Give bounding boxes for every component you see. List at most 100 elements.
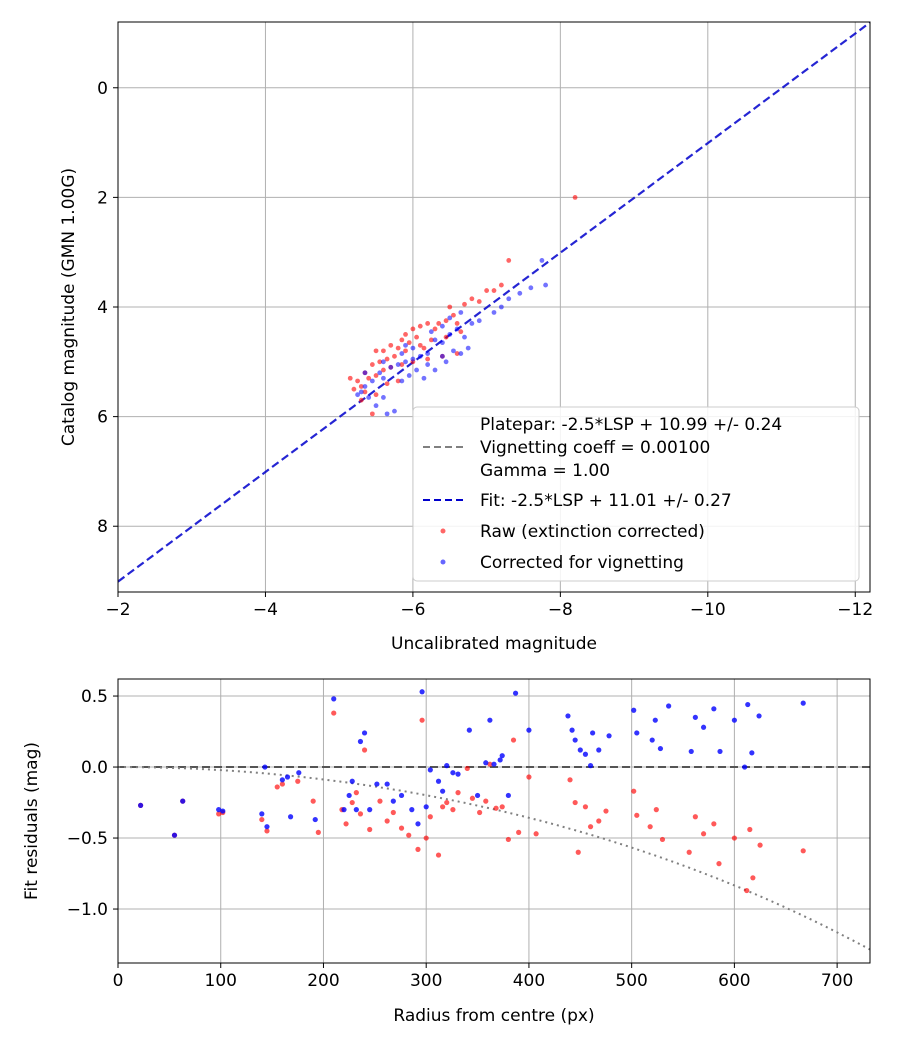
x-tick-label: 200 xyxy=(307,971,339,991)
raw-residual-point xyxy=(427,814,433,820)
corrected-point xyxy=(451,348,456,354)
raw-residual-point xyxy=(353,790,359,796)
corrected-residual-point xyxy=(440,788,446,794)
y-tick-label: −1.0 xyxy=(67,900,108,920)
x-tick-label: −2 xyxy=(105,600,130,620)
raw-residual-point xyxy=(398,825,405,831)
raw-point xyxy=(395,378,401,384)
corrected-point xyxy=(528,285,534,291)
raw-point xyxy=(358,384,364,389)
corrected-point xyxy=(358,389,364,395)
raw-residual-point xyxy=(575,849,581,855)
corrected-residual-point xyxy=(631,707,637,713)
corrected-point xyxy=(439,353,445,359)
raw-residual-point xyxy=(423,835,429,841)
bottom-corrected-points xyxy=(138,689,806,838)
corrected-residual-point xyxy=(341,807,347,813)
raw-residual-point xyxy=(384,818,390,824)
corrected-point xyxy=(406,373,412,378)
bottom-y-ticks: 0.5 0.0 −0.5 −1.0 xyxy=(67,687,118,920)
raw-point xyxy=(399,337,405,343)
raw-residual-point xyxy=(450,807,456,813)
raw-point xyxy=(425,356,431,362)
corrected-point xyxy=(362,370,368,376)
corrected-residual-point xyxy=(512,690,519,696)
corrected-residual-point xyxy=(427,767,433,773)
top-x-axis-label: Uncalibrated magnitude xyxy=(391,634,597,654)
corrected-point xyxy=(417,353,423,359)
raw-residual-point xyxy=(440,804,446,810)
x-tick-label: 400 xyxy=(513,971,545,991)
raw-residual-point xyxy=(800,848,806,854)
raw-residual-point xyxy=(367,826,373,833)
corrected-point xyxy=(355,392,361,398)
corrected-point xyxy=(425,351,431,356)
raw-point xyxy=(443,334,449,340)
raw-residual-point xyxy=(692,814,698,820)
corrected-residual-point xyxy=(582,751,589,757)
corrected-point xyxy=(439,323,445,329)
corrected-residual-point xyxy=(634,730,640,736)
corrected-residual-point xyxy=(264,824,270,830)
top-y-axis-label: Catalog magnitude (GMN 1.00G) xyxy=(59,168,79,446)
legend-platepar-line2: Vignetting coeff = 0.00100 xyxy=(480,438,710,458)
corrected-point xyxy=(399,351,405,356)
legend-corrected-label: Corrected for vignetting xyxy=(480,553,684,573)
corrected-point xyxy=(447,332,453,337)
top-corrected-points xyxy=(355,258,549,417)
raw-residual-point xyxy=(279,781,285,787)
bottom-x-axis-label: Radius from centre (px) xyxy=(393,1006,594,1026)
corrected-residual-point xyxy=(384,781,390,787)
x-tick-label: 700 xyxy=(821,971,853,991)
x-tick-label: −8 xyxy=(548,600,573,620)
corrected-residual-point xyxy=(499,753,505,759)
corrected-residual-point xyxy=(349,778,355,784)
raw-point xyxy=(381,348,386,354)
raw-residual-point xyxy=(310,798,316,804)
corrected-residual-point xyxy=(577,747,583,753)
corrected-residual-point xyxy=(138,802,144,808)
corrected-residual-point xyxy=(220,808,226,814)
raw-residual-point xyxy=(415,846,421,853)
raw-residual-point xyxy=(757,842,763,848)
corrected-residual-point xyxy=(569,727,575,733)
raw-point xyxy=(451,312,456,318)
raw-point xyxy=(454,321,460,326)
raw-point xyxy=(406,340,412,346)
corrected-residual-point xyxy=(171,832,178,838)
top-fit-line xyxy=(117,21,871,583)
corrected-point xyxy=(454,326,460,332)
raw-point xyxy=(417,342,423,348)
corrected-residual-point xyxy=(374,781,380,787)
raw-point xyxy=(421,345,427,351)
corrected-residual-point xyxy=(700,724,707,730)
x-tick-label: 500 xyxy=(615,971,647,991)
bottom-raw-points xyxy=(138,710,806,894)
top-raw-points xyxy=(347,194,578,417)
top-legend: Platepar: -2.5*LSP + 10.99 +/- 0.24 Vign… xyxy=(412,406,860,582)
corrected-point xyxy=(395,362,401,367)
corrected-point xyxy=(384,411,390,417)
corrected-residual-point xyxy=(590,730,596,736)
corrected-point xyxy=(377,370,383,376)
corrected-residual-point xyxy=(745,701,751,708)
raw-residual-point xyxy=(455,790,461,796)
raw-point xyxy=(373,392,379,398)
raw-point xyxy=(377,359,383,365)
corrected-residual-point xyxy=(262,764,268,770)
raw-residual-point xyxy=(477,809,483,816)
raw-residual-point xyxy=(483,798,489,804)
corrected-residual-point xyxy=(409,807,415,813)
corrected-point xyxy=(410,345,416,351)
raw-point xyxy=(417,323,423,329)
legend-platepar-line1: Platepar: -2.5*LSP + 10.99 +/- 0.24 xyxy=(480,415,782,435)
raw-point xyxy=(484,288,490,293)
raw-point xyxy=(373,373,379,378)
corrected-point xyxy=(414,367,419,373)
raw-point xyxy=(381,367,386,373)
raw-residual-point xyxy=(331,710,337,716)
corrected-residual-point xyxy=(756,713,762,719)
raw-point xyxy=(498,282,504,288)
bottom-plot-frame xyxy=(117,678,871,964)
raw-residual-point xyxy=(686,849,692,855)
